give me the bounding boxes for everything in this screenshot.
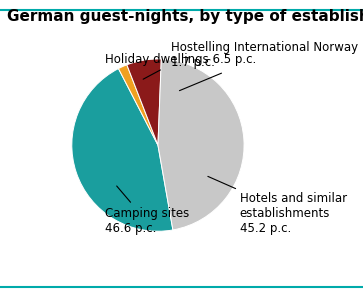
Wedge shape: [118, 65, 158, 145]
Wedge shape: [72, 69, 173, 231]
Text: Camping sites
46.6 p.c.: Camping sites 46.6 p.c.: [105, 186, 189, 235]
Wedge shape: [158, 59, 244, 230]
Text: Hostelling International Norway
1.7 p.c.: Hostelling International Norway 1.7 p.c.: [171, 41, 358, 91]
Wedge shape: [127, 59, 161, 145]
Text: Hotels and similar
establishments
45.2 p.c.: Hotels and similar establishments 45.2 p…: [208, 176, 347, 236]
Text: German guest-nights, by type of establishment. 2002: German guest-nights, by type of establis…: [7, 9, 363, 24]
Text: Holiday dwellings 6.5 p.c.: Holiday dwellings 6.5 p.c.: [105, 53, 256, 79]
